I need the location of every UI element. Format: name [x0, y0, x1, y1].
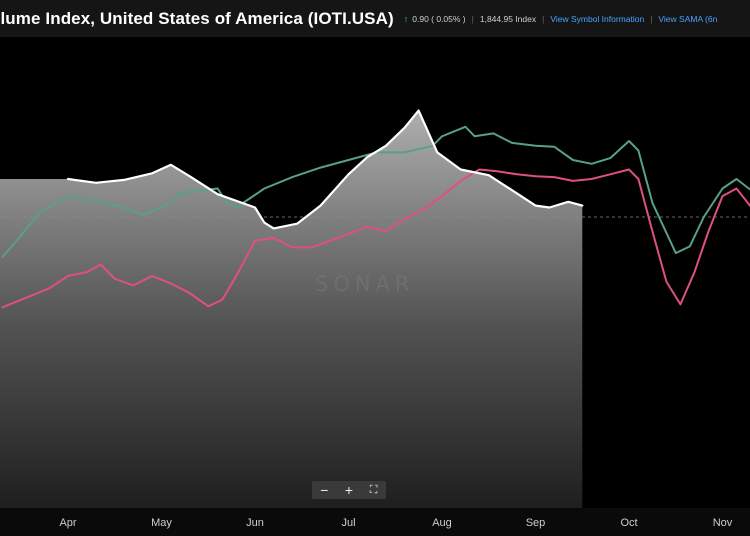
chart-svg [0, 109, 750, 508]
x-tick-apr: Apr [59, 517, 77, 529]
sonar-watermark: SONAR [315, 272, 415, 296]
x-tick-jun: Jun [246, 517, 264, 529]
x-tick-may: May [151, 517, 172, 529]
zoom-in-button[interactable]: + [344, 482, 354, 498]
chart-title: olume Index, United States of America (I… [0, 8, 394, 28]
x-tick-sep: Sep [525, 517, 546, 529]
up-arrow-icon: ↑ [403, 13, 409, 24]
x-tick-oct: Oct [620, 517, 638, 529]
view-symbol-info-link[interactable]: View Symbol Information [550, 13, 645, 24]
separator: | [471, 13, 474, 24]
index-series-line [66, 109, 584, 230]
zoom-controls: − + ⛶ [312, 481, 386, 499]
x-tick-aug: Aug [432, 517, 452, 529]
fullscreen-icon[interactable]: ⛶ [369, 484, 378, 496]
chart-header: olume Index, United States of America (I… [0, 0, 750, 37]
header-meta: ↑ 0.90 ( 0.05% ) | 1,844.95 Index | View… [404, 14, 718, 24]
plot-area[interactable] [0, 37, 750, 508]
x-tick-jul: Jul [341, 517, 356, 529]
index-value: 1,844.95 Index [479, 13, 537, 24]
pink-series-line [1, 168, 750, 309]
view-sama-link[interactable]: View SAMA (6n [658, 13, 718, 24]
change-value: 0.90 ( 0.05% ) [412, 13, 466, 24]
index-area-fill [0, 110, 583, 508]
separator: | [650, 13, 653, 24]
x-tick-nov: Nov [712, 517, 733, 529]
zoom-out-button[interactable]: − [320, 482, 329, 498]
x-axis: Apr May Jun Jul Aug Sep Oct Nov [0, 508, 750, 536]
green-series-line [1, 125, 750, 258]
separator: | [542, 13, 545, 24]
